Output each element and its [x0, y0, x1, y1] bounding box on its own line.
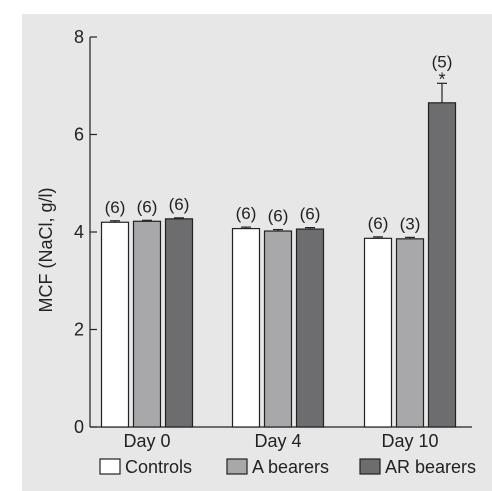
y-tick-label: 6	[74, 125, 84, 145]
y-tick-label: 0	[74, 417, 84, 437]
sample-size-label: (3)	[400, 214, 421, 233]
sample-size-label: (6)	[236, 204, 257, 223]
sample-size-label: (5)	[432, 52, 453, 71]
bar	[295, 228, 325, 428]
bar	[363, 237, 393, 428]
legend: Controls A bearers AR bearers	[99, 457, 476, 477]
bars-group: (6) (6) (6) (6) (6) (6) (6) (3) (5)*	[100, 52, 457, 428]
bar	[100, 221, 130, 428]
x-category-label: Day 0	[123, 431, 170, 451]
y-tick-label: 2	[74, 320, 84, 340]
legend-label: AR bearers	[385, 457, 476, 477]
x-category-label: Day 10	[381, 431, 438, 451]
sample-size-label: (6)	[137, 197, 158, 216]
x-category-label: Day 4	[254, 431, 301, 451]
y-axis: 0 2 4 6 8	[74, 27, 97, 437]
sample-size-label: (6)	[300, 205, 321, 224]
legend-label: A bearers	[252, 457, 329, 477]
legend-swatch	[226, 458, 248, 475]
legend-swatch	[99, 458, 121, 475]
sample-size-label: (6)	[268, 207, 289, 226]
legend-swatch	[359, 458, 381, 475]
y-axis-label: MCF (NaCl, g/l)	[36, 188, 56, 313]
bar	[132, 220, 162, 428]
bar	[231, 227, 261, 428]
x-axis: Day 0 Day 4 Day 10	[90, 426, 472, 451]
sample-size-label: (6)	[368, 214, 389, 233]
sample-size-label: (6)	[105, 198, 126, 217]
bar	[427, 102, 457, 428]
bar	[395, 238, 425, 428]
significance-marker: *	[438, 69, 445, 89]
bar	[164, 218, 194, 428]
legend-label: Controls	[125, 457, 192, 477]
bar	[263, 230, 293, 428]
sample-size-label: (6)	[169, 195, 190, 214]
y-tick-label: 4	[74, 222, 84, 242]
y-tick-label: 8	[74, 27, 84, 47]
